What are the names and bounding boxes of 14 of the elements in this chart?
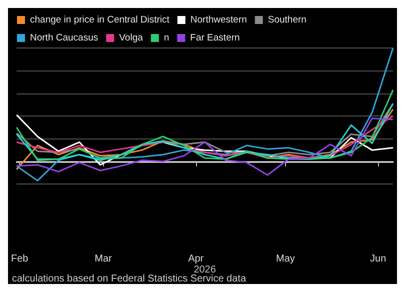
x-tick-label: Feb xyxy=(11,254,29,265)
legend-label: change in price in Central District xyxy=(30,14,170,26)
x-tick-label: Mar xyxy=(94,254,113,265)
legend-label: Far Eastern xyxy=(190,32,240,44)
text: calculations based on Federal Statistics Service data xyxy=(12,274,246,284)
x-axis-title: 2026 xyxy=(194,264,216,276)
legend-label: Northwestern xyxy=(190,14,247,26)
legend-label: Southern xyxy=(268,14,306,26)
legend-label: Volga xyxy=(119,32,144,44)
legend-label: n xyxy=(164,32,170,44)
x-tick-label: Apr xyxy=(188,254,204,265)
x-tick-label: Jun xyxy=(370,254,386,265)
legend-label: North Caucasus xyxy=(30,32,98,44)
x-tick-label: May xyxy=(276,254,295,265)
